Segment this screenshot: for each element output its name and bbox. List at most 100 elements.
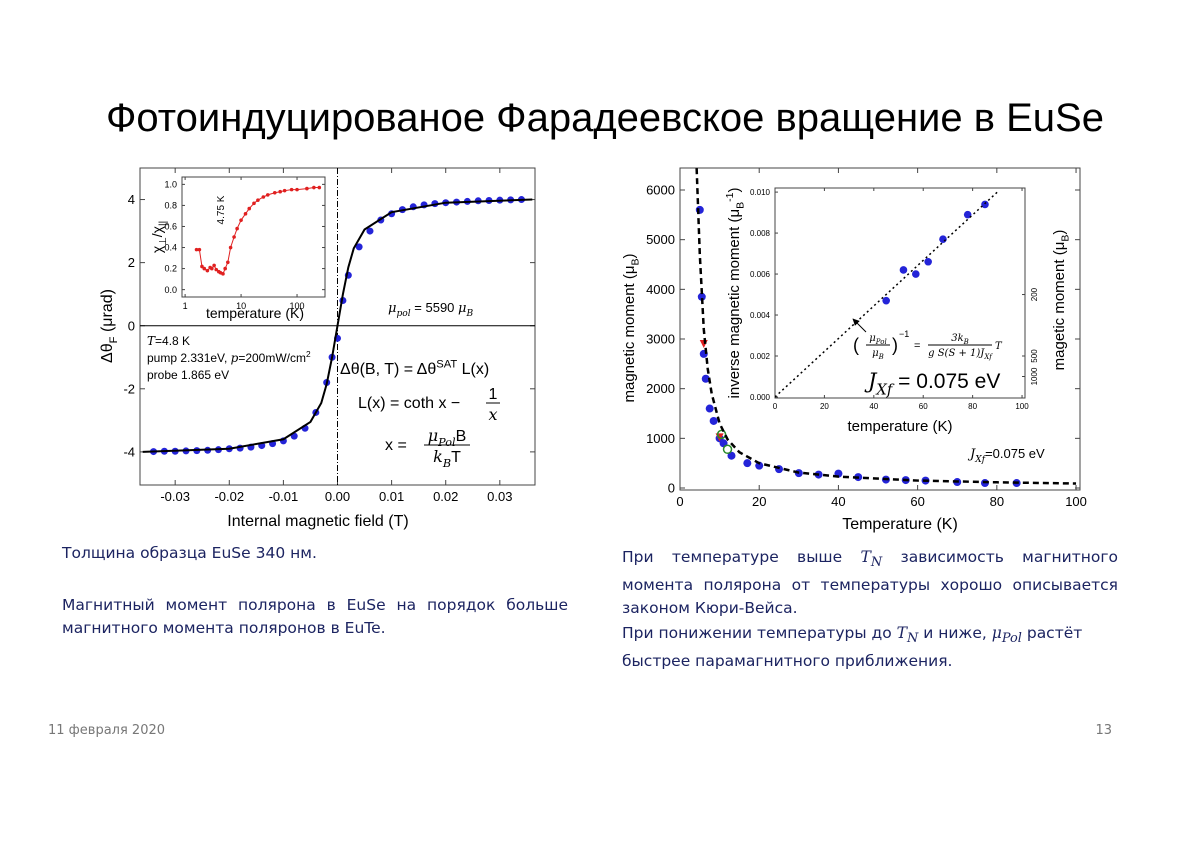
point [939, 235, 947, 244]
x-tick-label: 60 [910, 494, 924, 509]
text-part: −1 [899, 329, 909, 339]
text-part: F [108, 336, 120, 343]
inset-result: JXf = 0.075 eV [864, 369, 1000, 398]
text-part: B [1060, 235, 1072, 242]
text-part: μ [872, 348, 879, 359]
point [221, 272, 225, 276]
y-tick-label: 4000 [646, 282, 675, 297]
point [755, 461, 764, 470]
point [202, 266, 207, 271]
text-part: μ [458, 301, 466, 316]
text-part: B [963, 338, 969, 346]
x-tick-label: 20 [752, 494, 766, 509]
x-tick-label: -0.01 [269, 489, 299, 504]
point [256, 198, 260, 202]
text-part: B [442, 457, 451, 470]
y-tick-label: 0.002 [750, 352, 771, 361]
point [252, 201, 256, 206]
point [701, 374, 710, 383]
y-tick-label: 0.004 [750, 311, 771, 320]
symbol: μ [991, 624, 1002, 642]
text: При температуре выше [622, 548, 861, 566]
annotation: μpol = 5590 μB [388, 300, 473, 319]
annotation: probe 1.865 eV [147, 368, 229, 382]
fraction-numerator: μPol [869, 333, 886, 346]
point [882, 296, 890, 305]
point [226, 260, 230, 265]
point [305, 186, 309, 191]
note: Толщина образца EuSe 340 нм. [62, 544, 317, 562]
point [924, 257, 932, 266]
text: зависимость магнитного момента полярона … [622, 548, 1118, 618]
point [722, 444, 733, 455]
text-part: χ [149, 245, 165, 253]
point [205, 268, 210, 273]
point [194, 247, 199, 252]
point [265, 193, 270, 197]
text-part: Xf [875, 381, 894, 398]
text-part: x = [385, 437, 407, 454]
point [223, 266, 227, 271]
text-part: = 0.075 eV [892, 370, 1000, 393]
point [743, 459, 752, 468]
y-tick-label: 0 [668, 481, 675, 496]
y-tick-label: 0 [128, 318, 135, 333]
x-tick-label: 40 [869, 402, 878, 411]
x-tick-label: 10 [236, 301, 246, 311]
point [261, 195, 266, 199]
point [228, 245, 233, 250]
point [235, 226, 239, 231]
text-part: ) [621, 253, 638, 258]
text-part: T [451, 449, 461, 466]
annotation: pump 2.331eV, p=200mW/cm2 [147, 349, 311, 365]
text-part: B [735, 202, 747, 209]
text-part: μ [428, 426, 438, 445]
text-part: =4.8 K [155, 334, 190, 348]
text-part: ) [726, 188, 743, 193]
point [289, 187, 294, 192]
inset-y2-label: magetic moment (μB) [1051, 230, 1072, 371]
inset-x-label: temperature (K) [206, 305, 304, 321]
equation: Δθ(B, T) = ΔθSAT L(x) [340, 359, 489, 378]
text-part: magetic moment (μ [1051, 242, 1068, 371]
text-part: L(x) [457, 361, 489, 378]
point [243, 212, 248, 216]
fraction-numerator: 1 [489, 386, 498, 403]
text-part: /χ [149, 225, 165, 237]
x-tick-label: 0.02 [433, 489, 458, 504]
text-part: 2 [306, 349, 311, 359]
point [981, 200, 989, 209]
text-part: k [433, 447, 443, 466]
point [716, 429, 727, 440]
note: При понижении температуры до TN и ниже, … [622, 622, 1118, 673]
y-tick-label: 1.0 [164, 180, 177, 190]
x-tick-label: 0 [773, 402, 778, 411]
text-part: μ [869, 333, 876, 344]
text-part: pump 2.331eV, [147, 351, 231, 365]
x-tick-label: -0.02 [214, 489, 244, 504]
equation: x = [385, 437, 407, 454]
fraction-denominator: μB [872, 348, 884, 361]
formula: T [995, 341, 1003, 352]
text-part: ) [892, 335, 898, 355]
series-group [142, 196, 533, 456]
inset-x-label: temperature (K) [847, 418, 952, 435]
point [212, 263, 216, 268]
inset-annotation: 4.75 K [216, 195, 227, 224]
y-tick-label: 0.8 [164, 201, 177, 211]
point [239, 218, 243, 222]
series-group [695, 168, 1077, 488]
text-part: J [864, 369, 878, 393]
symbol: T [860, 548, 871, 566]
text: растёт быстрее парамагнитного приближени… [622, 624, 1083, 671]
y-tick-label: 6000 [646, 183, 675, 198]
text-part: p [231, 351, 239, 365]
fraction-denominator: kBT [433, 447, 461, 470]
text-part: ) [1051, 230, 1068, 235]
point [709, 416, 718, 425]
annotation: T=4.8 K [147, 334, 190, 348]
point [366, 227, 374, 235]
slide-title: Фотоиндуцированое Фарадеевское вращение … [106, 96, 1104, 140]
arrow [852, 318, 867, 333]
y2-tick-label: 200 [1030, 287, 1039, 301]
